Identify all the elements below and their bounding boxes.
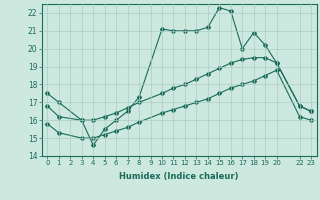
X-axis label: Humidex (Indice chaleur): Humidex (Indice chaleur) xyxy=(119,172,239,181)
